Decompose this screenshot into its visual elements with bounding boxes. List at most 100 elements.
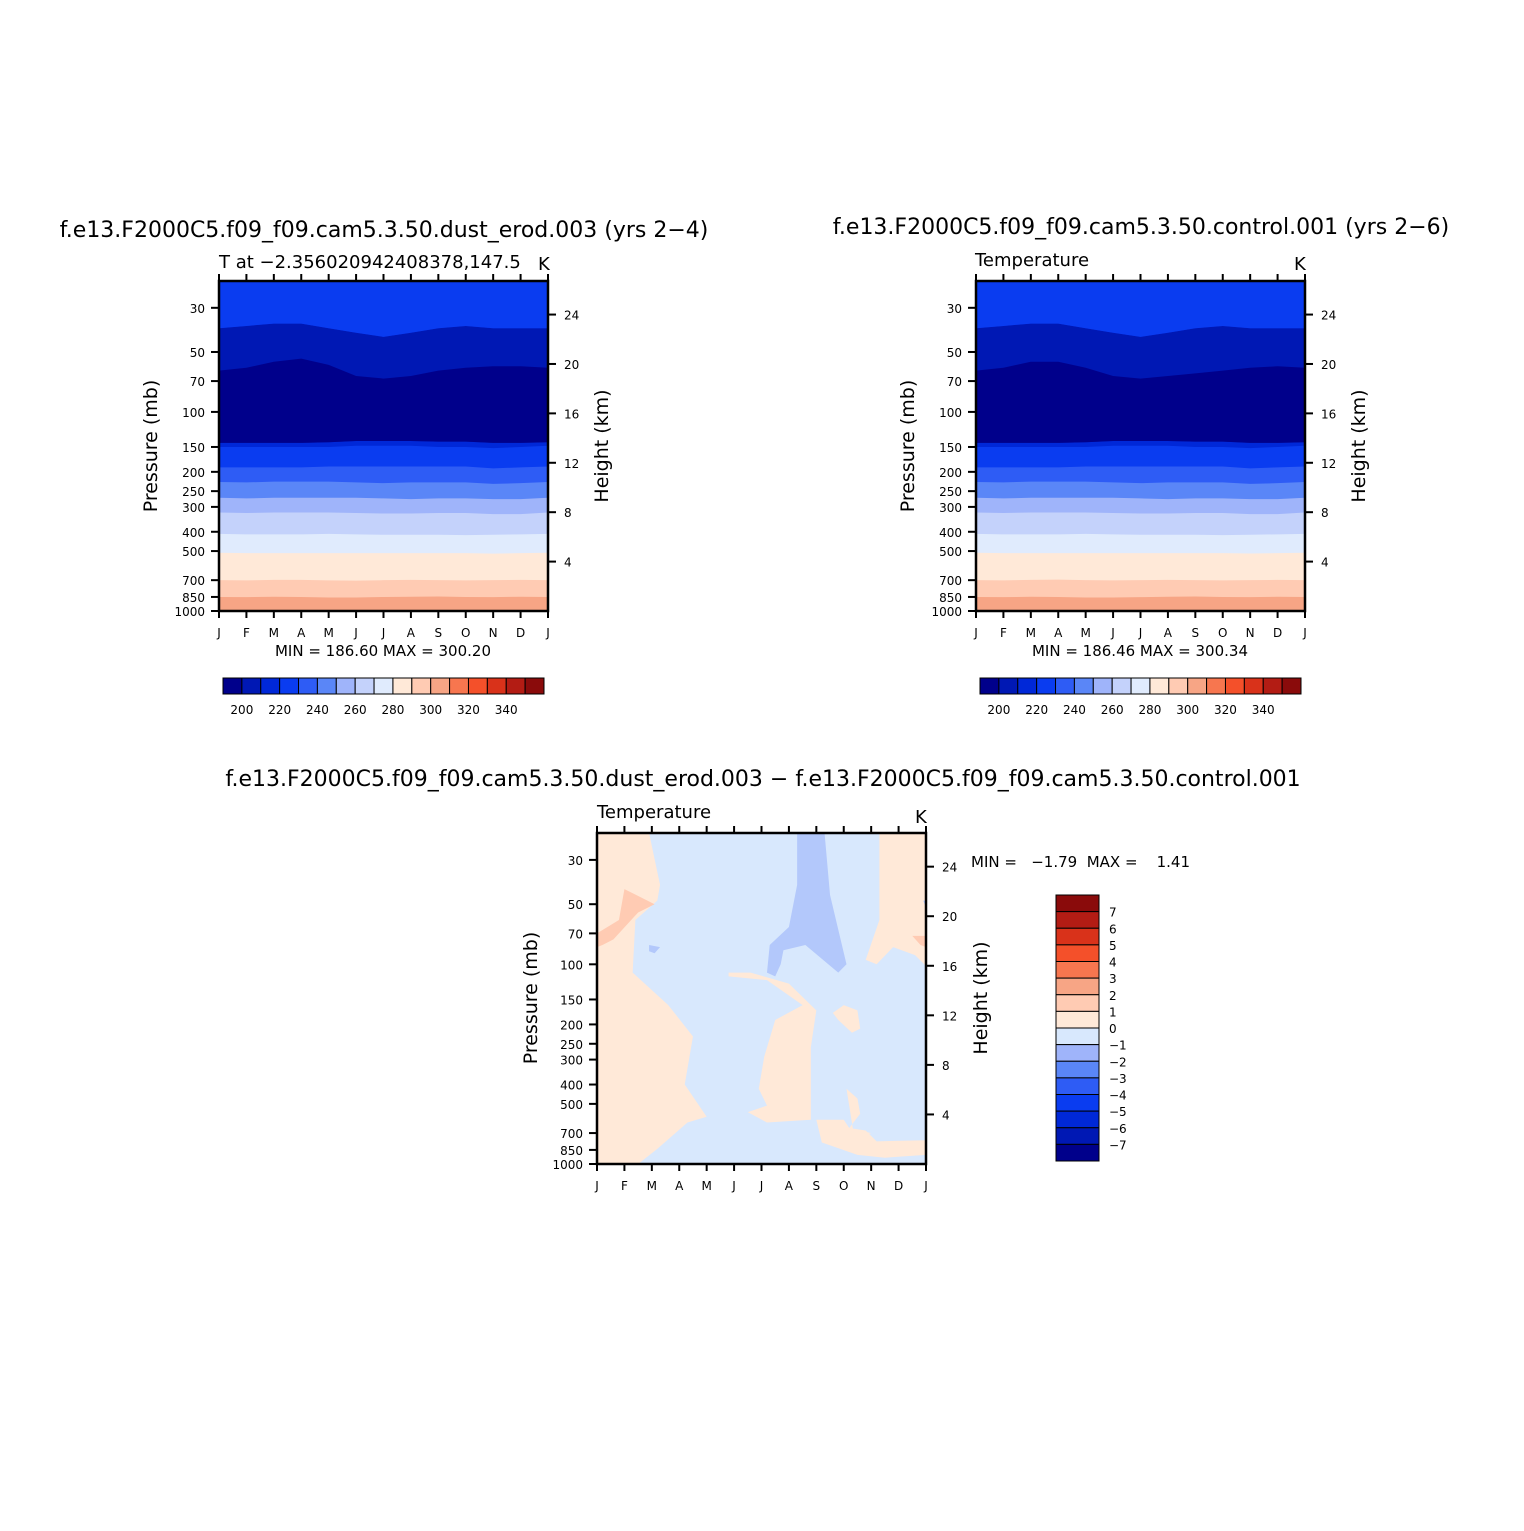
panel-dust-erod: f.e13.F2000C5.f09_f09.cam5.3.50.dust_ero… bbox=[60, 218, 709, 717]
y-tick-label: 500 bbox=[182, 545, 205, 559]
x-tick-label: A bbox=[407, 626, 416, 640]
x-tick-label: M bbox=[647, 1179, 657, 1193]
contour-region-1 bbox=[728, 972, 817, 1123]
colorbar-swatch bbox=[1036, 677, 1057, 695]
x-tick-label: O bbox=[1218, 626, 1227, 640]
colorbar-label: 260 bbox=[344, 703, 367, 717]
y-right-tick-label: 4 bbox=[942, 1108, 950, 1122]
y-right-tick-label: 24 bbox=[1321, 309, 1336, 323]
colorbar-swatch bbox=[1092, 677, 1113, 695]
y-right-tick-label: 8 bbox=[1321, 506, 1329, 520]
colorbar-label: −3 bbox=[1109, 1072, 1127, 1086]
y-tick-label: 400 bbox=[560, 1079, 583, 1093]
contour-region-3 bbox=[865, 833, 926, 967]
colorbar-label: 200 bbox=[230, 703, 253, 717]
colorbar-label: 5 bbox=[1109, 939, 1117, 953]
y-tick-label: 500 bbox=[560, 1098, 583, 1112]
x-tick-label: J bbox=[759, 1179, 764, 1193]
colorbar-swatch bbox=[1055, 1094, 1100, 1112]
colorbar-swatch bbox=[1055, 927, 1100, 946]
axes: J F M A M J J A S O N D J 30 50 70 100 150 200 250 300 400 500… bbox=[552, 826, 957, 1193]
colorbar-label: 2 bbox=[1109, 989, 1117, 1003]
colorbar-label: 0 bbox=[1109, 1022, 1117, 1036]
x-tick-label: F bbox=[1000, 626, 1007, 640]
colorbar-swatch bbox=[1281, 677, 1302, 695]
x-tick-label: M bbox=[323, 626, 333, 640]
colorbar-label: 240 bbox=[306, 703, 329, 717]
y-tick-label: 700 bbox=[182, 574, 205, 588]
y-right-tick-label: 12 bbox=[564, 457, 579, 471]
colorbar-swatch bbox=[1055, 1060, 1100, 1079]
y-tick-label: 850 bbox=[939, 591, 962, 605]
colorbar-label: −2 bbox=[1109, 1055, 1127, 1069]
min-max-label: MIN = 186.46 MAX = 300.34 bbox=[1032, 642, 1248, 660]
colorbar-swatch bbox=[1055, 1027, 1100, 1046]
x-tick-label: J bbox=[216, 626, 221, 640]
x-tick-label: M bbox=[1080, 626, 1090, 640]
colorbar-swatch bbox=[1017, 677, 1038, 695]
axes: J F M A M J J A S O N D J 30 50 70 100 150 200 250 300 400 500… bbox=[931, 274, 1336, 640]
y-axis-right-label: Height (km) bbox=[970, 941, 992, 1054]
x-tick-label: S bbox=[435, 626, 443, 640]
colorbar-swatch bbox=[1206, 677, 1226, 695]
colorbar-swatch bbox=[316, 677, 337, 695]
colorbar: 7 6 5 4 3 2 1 0 −1 −2 −3 −4 −5 −6 −7 bbox=[1055, 894, 1127, 1162]
contour-region-9 bbox=[649, 944, 661, 954]
colorbar-swatch bbox=[1055, 894, 1100, 913]
y-tick-label: 250 bbox=[182, 485, 205, 499]
colorbar-swatch bbox=[486, 677, 507, 695]
colorbar-swatch bbox=[430, 677, 451, 695]
y-tick-label: 100 bbox=[560, 958, 583, 972]
colorbar-label: 200 bbox=[987, 703, 1010, 717]
colorbar-swatch bbox=[1055, 994, 1100, 1012]
y-tick-label: 70 bbox=[947, 375, 962, 389]
colorbar-label: 7 bbox=[1109, 906, 1117, 920]
colorbar-label: 280 bbox=[381, 703, 404, 717]
colorbar-swatch bbox=[449, 677, 469, 695]
x-tick-label: F bbox=[243, 626, 250, 640]
contour-band-top bbox=[976, 281, 1305, 337]
contour-plot-area bbox=[597, 833, 926, 1164]
contour-band-top bbox=[219, 281, 548, 337]
y-tick-label: 700 bbox=[939, 574, 962, 588]
contour-region-8 bbox=[766, 833, 847, 977]
colorbar-swatch bbox=[354, 677, 375, 695]
x-tick-label: J bbox=[1138, 626, 1143, 640]
colorbar: 200 220 240 260 280 300 320 340 bbox=[979, 677, 1302, 717]
y-tick-label: 850 bbox=[560, 1144, 583, 1158]
x-tick-label: A bbox=[675, 1179, 684, 1193]
y-right-tick-label: 20 bbox=[1321, 358, 1336, 372]
y-tick-label: 50 bbox=[947, 346, 962, 360]
y-tick-label: 1000 bbox=[174, 605, 205, 619]
panel-title: f.e13.F2000C5.f09_f09.cam5.3.50.control.… bbox=[833, 215, 1449, 240]
panel-title: f.e13.F2000C5.f09_f09.cam5.3.50.dust_ero… bbox=[60, 218, 709, 243]
colorbar-swatch bbox=[1055, 1143, 1100, 1162]
contour-region-2 bbox=[846, 1088, 872, 1141]
colorbar-swatch bbox=[1055, 961, 1100, 979]
colorbar-label: 320 bbox=[1214, 703, 1237, 717]
y-tick-label: 30 bbox=[947, 302, 962, 316]
colorbar-label: 280 bbox=[1138, 703, 1161, 717]
colorbar-label: 4 bbox=[1109, 956, 1117, 970]
colorbar-label: 300 bbox=[419, 703, 442, 717]
colorbar-swatch bbox=[1168, 677, 1189, 695]
y-tick-label: 150 bbox=[939, 441, 962, 455]
panel-subtitle: Temperature bbox=[596, 802, 711, 823]
colorbar-swatch bbox=[1055, 1110, 1100, 1129]
x-tick-label: N bbox=[1246, 626, 1255, 640]
colorbar-label: 3 bbox=[1109, 972, 1117, 986]
colorbar-swatch bbox=[505, 677, 526, 695]
y-tick-label: 500 bbox=[939, 545, 962, 559]
colorbar-label: −4 bbox=[1109, 1089, 1127, 1103]
y-tick-label: 300 bbox=[182, 501, 205, 515]
y-tick-label: 250 bbox=[560, 1038, 583, 1052]
colorbar-swatch bbox=[998, 677, 1019, 695]
colorbar-swatch bbox=[1055, 911, 1100, 929]
y-axis-right-label: Height (km) bbox=[1348, 389, 1370, 502]
x-tick-label: J bbox=[731, 1179, 736, 1193]
x-tick-label: J bbox=[923, 1179, 928, 1193]
colorbar-swatch bbox=[1224, 677, 1245, 695]
y-tick-label: 30 bbox=[568, 854, 583, 868]
colorbar-swatch bbox=[260, 677, 281, 695]
